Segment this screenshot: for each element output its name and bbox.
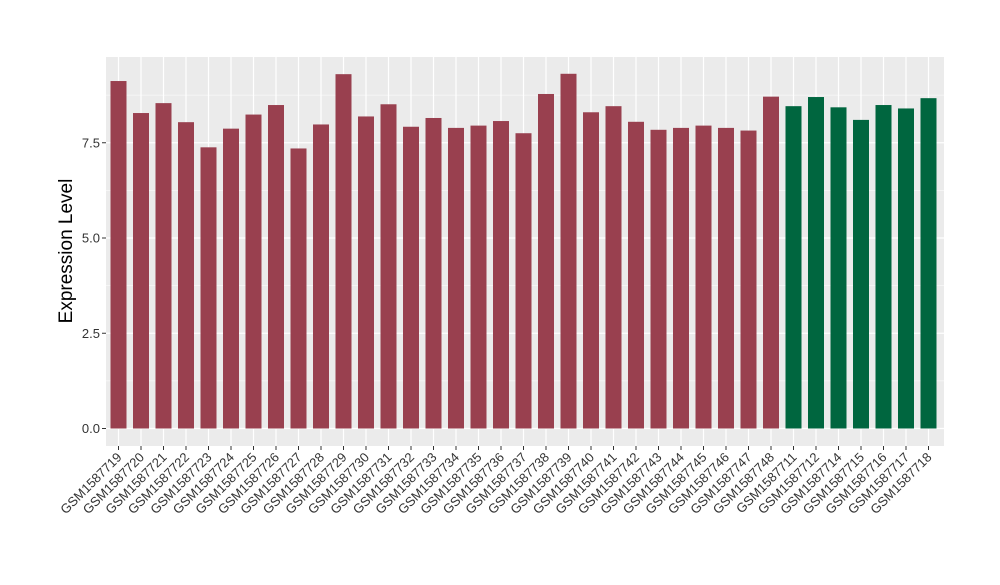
y-tick-label: 0.0 <box>82 421 100 436</box>
bar-GSM1587720 <box>133 113 149 429</box>
bar-GSM1587714 <box>830 107 847 429</box>
bar-GSM1587738 <box>538 93 554 429</box>
bar-GSM1587724 <box>223 128 239 429</box>
y-axis-label: Expression Level <box>56 179 77 324</box>
bar-GSM1587711 <box>785 106 802 429</box>
bar-GSM1587719 <box>110 81 127 429</box>
y-tick-label: 7.5 <box>82 135 100 150</box>
x-axis: GSM1587719GSM1587720GSM1587721GSM1587722… <box>57 446 935 517</box>
bar-GSM1587723 <box>200 147 217 429</box>
bar-GSM1587732 <box>403 126 419 429</box>
bar-GSM1587715 <box>853 119 869 429</box>
bar-GSM1587741 <box>605 106 622 429</box>
bar-GSM1587722 <box>178 122 194 429</box>
y-tick-label: 5.0 <box>82 231 100 246</box>
bar-GSM1587729 <box>335 74 352 429</box>
bar-GSM1587742 <box>628 121 644 429</box>
bar-GSM1587725 <box>245 114 262 429</box>
bar-GSM1587745 <box>695 125 712 429</box>
bar-GSM1587730 <box>358 116 374 429</box>
bar-GSM1587740 <box>583 112 599 429</box>
y-axis: 0.0 2.5 5.0 7.5 <box>82 135 106 436</box>
bar-GSM1587735 <box>470 125 487 429</box>
bar-GSM1587717 <box>898 108 914 429</box>
bars <box>110 73 937 429</box>
bar-GSM1587726 <box>268 105 284 429</box>
bar-GSM1587733 <box>425 117 442 429</box>
bar-GSM1587731 <box>380 104 397 429</box>
bar-GSM1587716 <box>875 105 892 429</box>
bar-GSM1587721 <box>155 103 172 429</box>
bar-GSM1587739 <box>560 73 577 429</box>
bar-GSM1587734 <box>448 127 464 429</box>
bar-GSM1587736 <box>493 121 509 429</box>
bar-GSM1587737 <box>515 133 532 429</box>
y-tick-label: 2.5 <box>82 326 100 341</box>
bar-GSM1587727 <box>290 148 307 429</box>
bar-GSM1587748 <box>763 96 779 429</box>
bar-GSM1587728 <box>313 124 329 429</box>
bar-GSM1587712 <box>808 97 824 429</box>
bar-GSM1587718 <box>920 98 937 429</box>
bar-GSM1587746 <box>718 127 734 429</box>
bar-GSM1587747 <box>740 130 757 429</box>
bar-GSM1587743 <box>650 129 667 429</box>
bar-GSM1587744 <box>673 127 689 429</box>
